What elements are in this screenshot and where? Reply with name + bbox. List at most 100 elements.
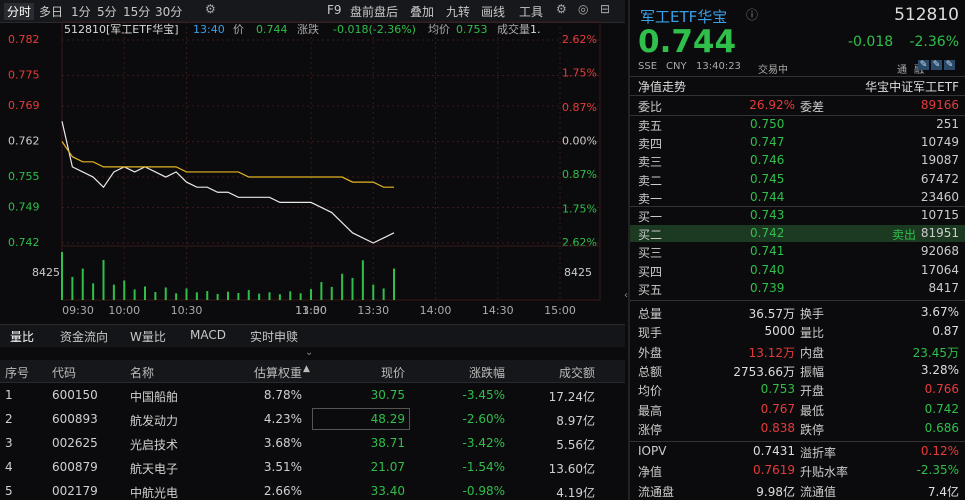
toolbar-tab[interactable]: 多日 (39, 5, 64, 19)
table-cell: 中航光电 (130, 486, 179, 500)
volume-bar (351, 277, 354, 300)
stat-field: 0.767 (760, 401, 795, 416)
toolbar-icon[interactable]: ⚙ (556, 2, 567, 16)
volume-bar (341, 273, 344, 300)
chart-header-field: 0.744 (256, 23, 288, 36)
table-cell: 48.29 (370, 412, 405, 426)
panel-tab: 华宝中证军工ETF (865, 80, 959, 94)
stat-field: 最高 (638, 403, 663, 418)
order-book-cell: 8417 (928, 280, 959, 295)
volume-bar (175, 293, 178, 300)
x-tick-label: 15:00 (544, 304, 576, 317)
volume-bar (227, 291, 229, 300)
volume-bar (133, 289, 136, 300)
indicator-tab[interactable]: 实时申赎 (250, 330, 299, 344)
collapse-arrow[interactable]: ⌄ (305, 347, 314, 358)
table-cell: 30.75 (370, 388, 405, 402)
table-cell: 中国船舶 (130, 390, 179, 404)
toolbar-tab[interactable]: 1分 (71, 5, 91, 19)
indicator-tab[interactable]: 资金流向 (60, 330, 109, 344)
stat-field: 2753.66万 (733, 364, 795, 379)
bid-highlight (630, 225, 965, 242)
table-cell: -0.98% (462, 484, 505, 498)
toolbar-icon[interactable]: ⊟ (600, 2, 611, 16)
stat-field: 流通值 (800, 484, 837, 499)
volume-bar (71, 276, 74, 300)
sell-tag: 卖出 (892, 228, 917, 242)
price-highlight (312, 408, 410, 430)
volume-bar (81, 268, 84, 300)
table-cell: 8.97亿 (556, 414, 595, 428)
toolbar-button[interactable]: 工具 (519, 5, 544, 19)
badge: 通 (897, 65, 907, 76)
collapse-arrow[interactable]: ‹ (624, 290, 628, 301)
stat-field: 内盘 (800, 345, 825, 360)
toolbar-button[interactable]: 九转 (446, 5, 471, 19)
volume-bar (372, 284, 375, 300)
stat-field: 0.12% (920, 444, 959, 459)
toolbar-tab[interactable]: 30分 (155, 5, 183, 19)
tool-icon[interactable]: ✎ (931, 60, 942, 70)
table-cell: 光启技术 (130, 438, 179, 452)
stat-field: 0.686 (924, 420, 959, 435)
toolbar-button[interactable]: 盘前盘后 (350, 5, 399, 19)
volume-bar (361, 260, 364, 300)
indicator-tab[interactable]: W量比 (130, 330, 166, 344)
toolbar-button[interactable]: 叠加 (410, 5, 435, 19)
quote-meta: 13:40:23 (696, 61, 741, 72)
volume-bar (237, 292, 240, 300)
order-book-cell: 0.750 (750, 117, 785, 131)
stat-field: 0.7619 (753, 463, 795, 478)
y2-tick-label: 0.87% (562, 101, 597, 114)
order-book-cell: 67472 (920, 171, 959, 186)
toolbar-tab[interactable]: 分时 (4, 3, 35, 20)
stat-field: 0.766 (924, 382, 959, 397)
settings-icon[interactable]: ⚙ (205, 2, 216, 16)
chart-header-field: 1. (530, 23, 541, 36)
tool-icon[interactable]: ✎ (918, 60, 929, 70)
toolbar-tab[interactable]: 15分 (123, 5, 151, 19)
y2-tick-label: 1.75% (562, 67, 597, 80)
stat-field: 均价 (638, 384, 663, 399)
y-tick-label: 0.782 (8, 33, 40, 46)
y-tick-label: 0.749 (8, 200, 40, 213)
toolbar-button[interactable]: 画线 (481, 5, 506, 19)
toolbar-tab[interactable]: 5分 (97, 5, 117, 19)
order-book-cell: 0.739 (750, 280, 785, 295)
order-book-cell: 卖一 (638, 191, 663, 206)
toolbar-icon[interactable]: ◎ (578, 2, 589, 16)
y2-tick-label: 0.87% (562, 168, 597, 181)
volume-bar (299, 293, 302, 300)
order-book-cell: 10715 (920, 208, 959, 222)
toolbar-button[interactable]: F9 (327, 3, 342, 17)
panel-tabs-bg (630, 76, 965, 96)
info-icon[interactable]: ⓘ (746, 8, 759, 22)
weibi-field: 89166 (920, 98, 959, 112)
holdings-table: 序号 代码 名称 估算权重 现价 涨跌幅 成交额 ▲ 1 600150 中国船舶 8.78% 30.75… (0, 360, 625, 500)
stat-field: 3.28% (920, 362, 959, 377)
chart-header-field: 成交量 (497, 22, 530, 36)
y-tick-label: 0.742 (8, 236, 40, 249)
order-book-cell: 0.743 (750, 208, 785, 222)
indicator-tab[interactable]: 量比 (10, 330, 35, 344)
volume-bar (195, 292, 198, 300)
y-tick-label: 0.769 (8, 99, 40, 112)
order-book-cell: 买五 (638, 282, 663, 297)
stat-field: 跌停 (800, 422, 825, 437)
plot-frame (61, 21, 601, 301)
tool-icon[interactable]: ✎ (944, 60, 955, 70)
stat-field: 3.67% (920, 305, 959, 319)
weibi-field: 26.92% (749, 98, 795, 112)
quote-meta: SSE (638, 61, 658, 72)
order-book-cell: 卖五 (638, 119, 663, 133)
indicator-tab[interactable]: MACD (190, 328, 226, 342)
volume-bar (310, 289, 312, 300)
security-code: 512810 (894, 5, 959, 25)
quote-meta: 交易中 (758, 65, 788, 76)
order-book-cell: 0.744 (750, 189, 785, 204)
price-change-pct: -2.36% (909, 34, 959, 50)
table-header (0, 360, 625, 383)
stat-field: 0.87 (932, 324, 959, 339)
weibi-field: 委差 (800, 100, 825, 114)
